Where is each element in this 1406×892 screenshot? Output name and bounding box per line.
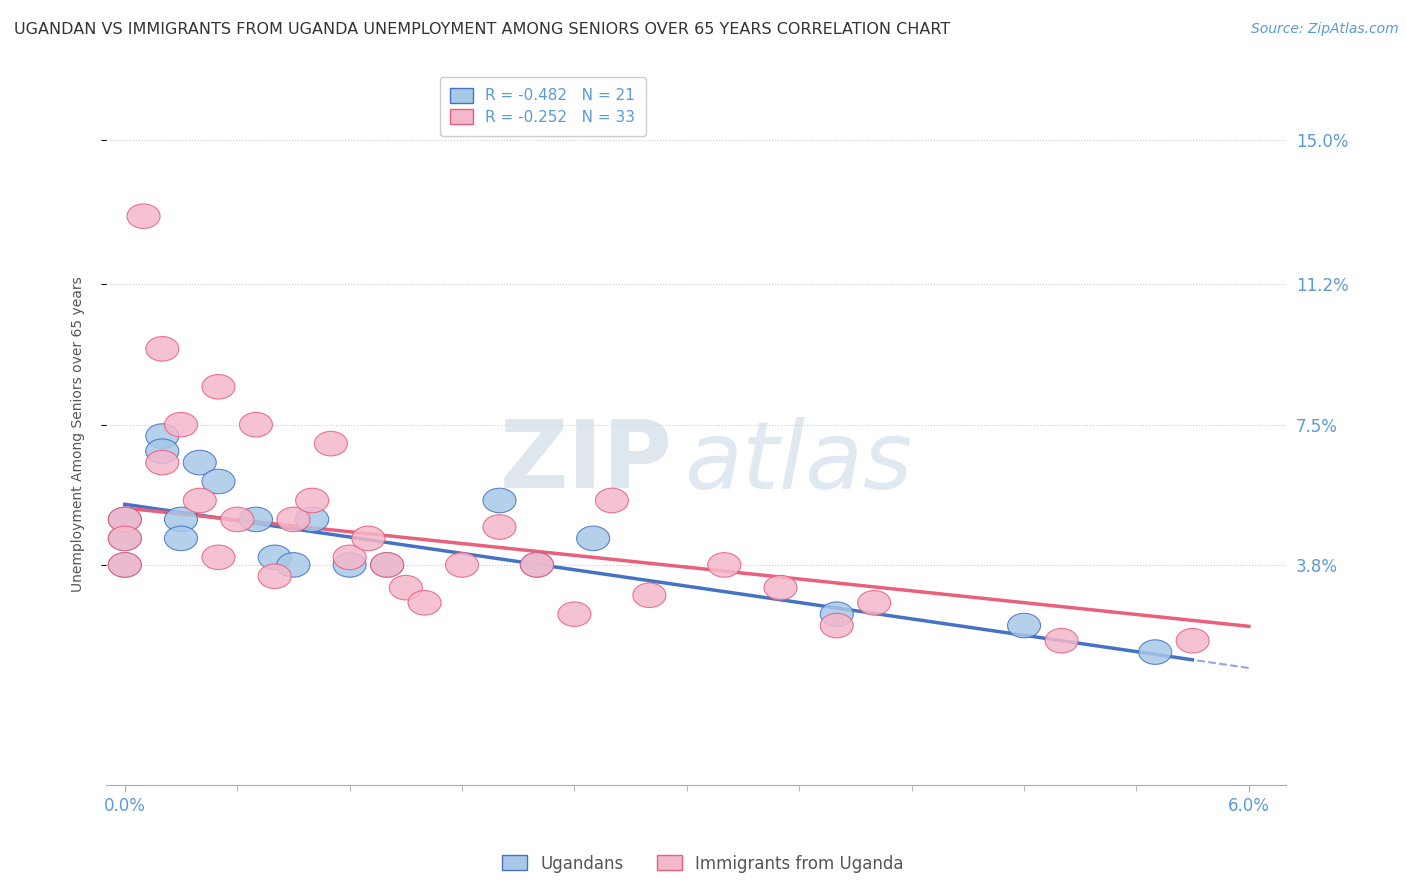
Ellipse shape	[595, 488, 628, 513]
Ellipse shape	[1177, 629, 1209, 653]
Ellipse shape	[221, 508, 253, 532]
Ellipse shape	[558, 602, 591, 626]
Legend: R = -0.482   N = 21, R = -0.252   N = 33: R = -0.482 N = 21, R = -0.252 N = 33	[440, 77, 645, 136]
Ellipse shape	[127, 204, 160, 228]
Text: UGANDAN VS IMMIGRANTS FROM UGANDA UNEMPLOYMENT AMONG SENIORS OVER 65 YEARS CORRE: UGANDAN VS IMMIGRANTS FROM UGANDA UNEMPL…	[14, 22, 950, 37]
Ellipse shape	[1008, 614, 1040, 638]
Ellipse shape	[520, 553, 554, 577]
Ellipse shape	[108, 526, 142, 550]
Ellipse shape	[108, 508, 142, 532]
Ellipse shape	[295, 488, 329, 513]
Ellipse shape	[408, 591, 441, 615]
Ellipse shape	[277, 553, 309, 577]
Ellipse shape	[183, 488, 217, 513]
Ellipse shape	[576, 526, 610, 550]
Ellipse shape	[239, 508, 273, 532]
Ellipse shape	[484, 515, 516, 540]
Legend: Ugandans, Immigrants from Uganda: Ugandans, Immigrants from Uganda	[495, 848, 911, 880]
Ellipse shape	[259, 545, 291, 570]
Ellipse shape	[165, 412, 197, 437]
Ellipse shape	[333, 553, 366, 577]
Text: atlas: atlas	[685, 417, 912, 508]
Ellipse shape	[277, 508, 309, 532]
Ellipse shape	[707, 553, 741, 577]
Ellipse shape	[484, 488, 516, 513]
Ellipse shape	[146, 424, 179, 449]
Ellipse shape	[389, 575, 422, 600]
Ellipse shape	[820, 614, 853, 638]
Ellipse shape	[202, 469, 235, 494]
Ellipse shape	[763, 575, 797, 600]
Ellipse shape	[352, 526, 385, 550]
Ellipse shape	[520, 553, 554, 577]
Ellipse shape	[146, 439, 179, 464]
Ellipse shape	[202, 545, 235, 570]
Ellipse shape	[315, 432, 347, 456]
Ellipse shape	[202, 375, 235, 399]
Ellipse shape	[295, 508, 329, 532]
Ellipse shape	[183, 450, 217, 475]
Ellipse shape	[820, 602, 853, 626]
Ellipse shape	[165, 526, 197, 550]
Ellipse shape	[1045, 629, 1078, 653]
Text: ZIP: ZIP	[499, 417, 672, 508]
Ellipse shape	[1139, 640, 1171, 665]
Ellipse shape	[108, 553, 142, 577]
Ellipse shape	[146, 450, 179, 475]
Ellipse shape	[446, 553, 478, 577]
Ellipse shape	[239, 412, 273, 437]
Text: Source: ZipAtlas.com: Source: ZipAtlas.com	[1251, 22, 1399, 37]
Ellipse shape	[858, 591, 891, 615]
Ellipse shape	[146, 336, 179, 361]
Ellipse shape	[633, 583, 666, 607]
Ellipse shape	[259, 564, 291, 589]
Ellipse shape	[108, 553, 142, 577]
Ellipse shape	[108, 526, 142, 550]
Ellipse shape	[333, 545, 366, 570]
Y-axis label: Unemployment Among Seniors over 65 years: Unemployment Among Seniors over 65 years	[72, 277, 86, 592]
Ellipse shape	[371, 553, 404, 577]
Ellipse shape	[108, 508, 142, 532]
Ellipse shape	[165, 508, 197, 532]
Ellipse shape	[371, 553, 404, 577]
